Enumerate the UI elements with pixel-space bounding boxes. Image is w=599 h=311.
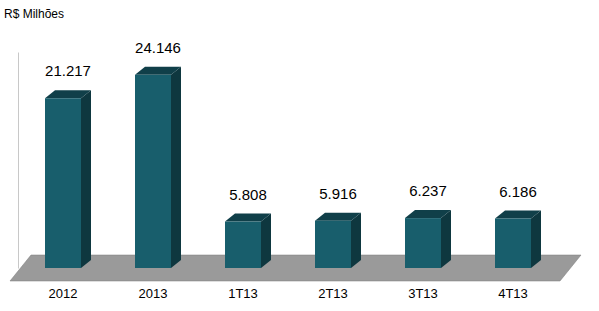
x-tick: 2T13 [318,284,348,301]
data-label: 5.808 [229,186,267,203]
bar-side [171,67,181,268]
bar-top [135,67,181,75]
bar-top [495,211,541,219]
bar-front [495,219,531,268]
data-label: 6.237 [409,182,447,199]
data-label: 6.186 [499,183,537,200]
bar-front [405,218,441,268]
x-tick-label: 2T13 [318,286,348,301]
x-tick-label: 2012 [49,286,78,301]
bar-top [45,90,91,98]
bar-side [261,214,271,268]
bar [495,211,541,268]
x-axis: 2012 2013 1T13 2T13 3T13 4T13 [49,284,528,301]
data-label: 5.916 [319,185,357,202]
x-tick: 2012 [49,284,78,301]
bar-front [225,222,261,268]
data-label: 24.146 [135,39,181,56]
chart: 2012 2013 1T13 2T13 3T13 4T13 21.217 24.146 5.80… [0,0,599,311]
bar-top [225,214,271,222]
bar-side [351,213,361,268]
bar [405,210,451,268]
bar-front [45,98,81,268]
bar-side [531,211,541,268]
y-axis [18,53,19,269]
bar [225,214,271,268]
bars [45,67,541,268]
bar-front [315,221,351,268]
x-tick-label: 1T13 [228,286,258,301]
y-axis-line [18,53,19,269]
x-tick-label: 4T13 [498,286,528,301]
bar [135,67,181,268]
data-labels: 21.217 24.146 5.808 5.916 6.237 6.186 [45,39,537,203]
bar-side [81,90,91,268]
bar [315,213,361,268]
bar-top [315,213,361,221]
data-label: 21.217 [45,62,91,79]
x-tick: 2013 [139,284,168,301]
x-tick: 1T13 [228,284,258,301]
x-tick: 3T13 [408,284,438,301]
x-tick: 4T13 [498,284,528,301]
bar-side [441,210,451,268]
x-tick-label: 3T13 [408,286,438,301]
bar-top [405,210,451,218]
bar [45,90,91,268]
y-label: R$ Milhões [4,7,64,21]
x-tick-label: 2013 [139,286,168,301]
bar-front [135,75,171,268]
